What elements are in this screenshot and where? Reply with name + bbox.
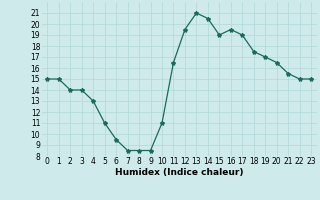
X-axis label: Humidex (Indice chaleur): Humidex (Indice chaleur) — [115, 168, 244, 177]
